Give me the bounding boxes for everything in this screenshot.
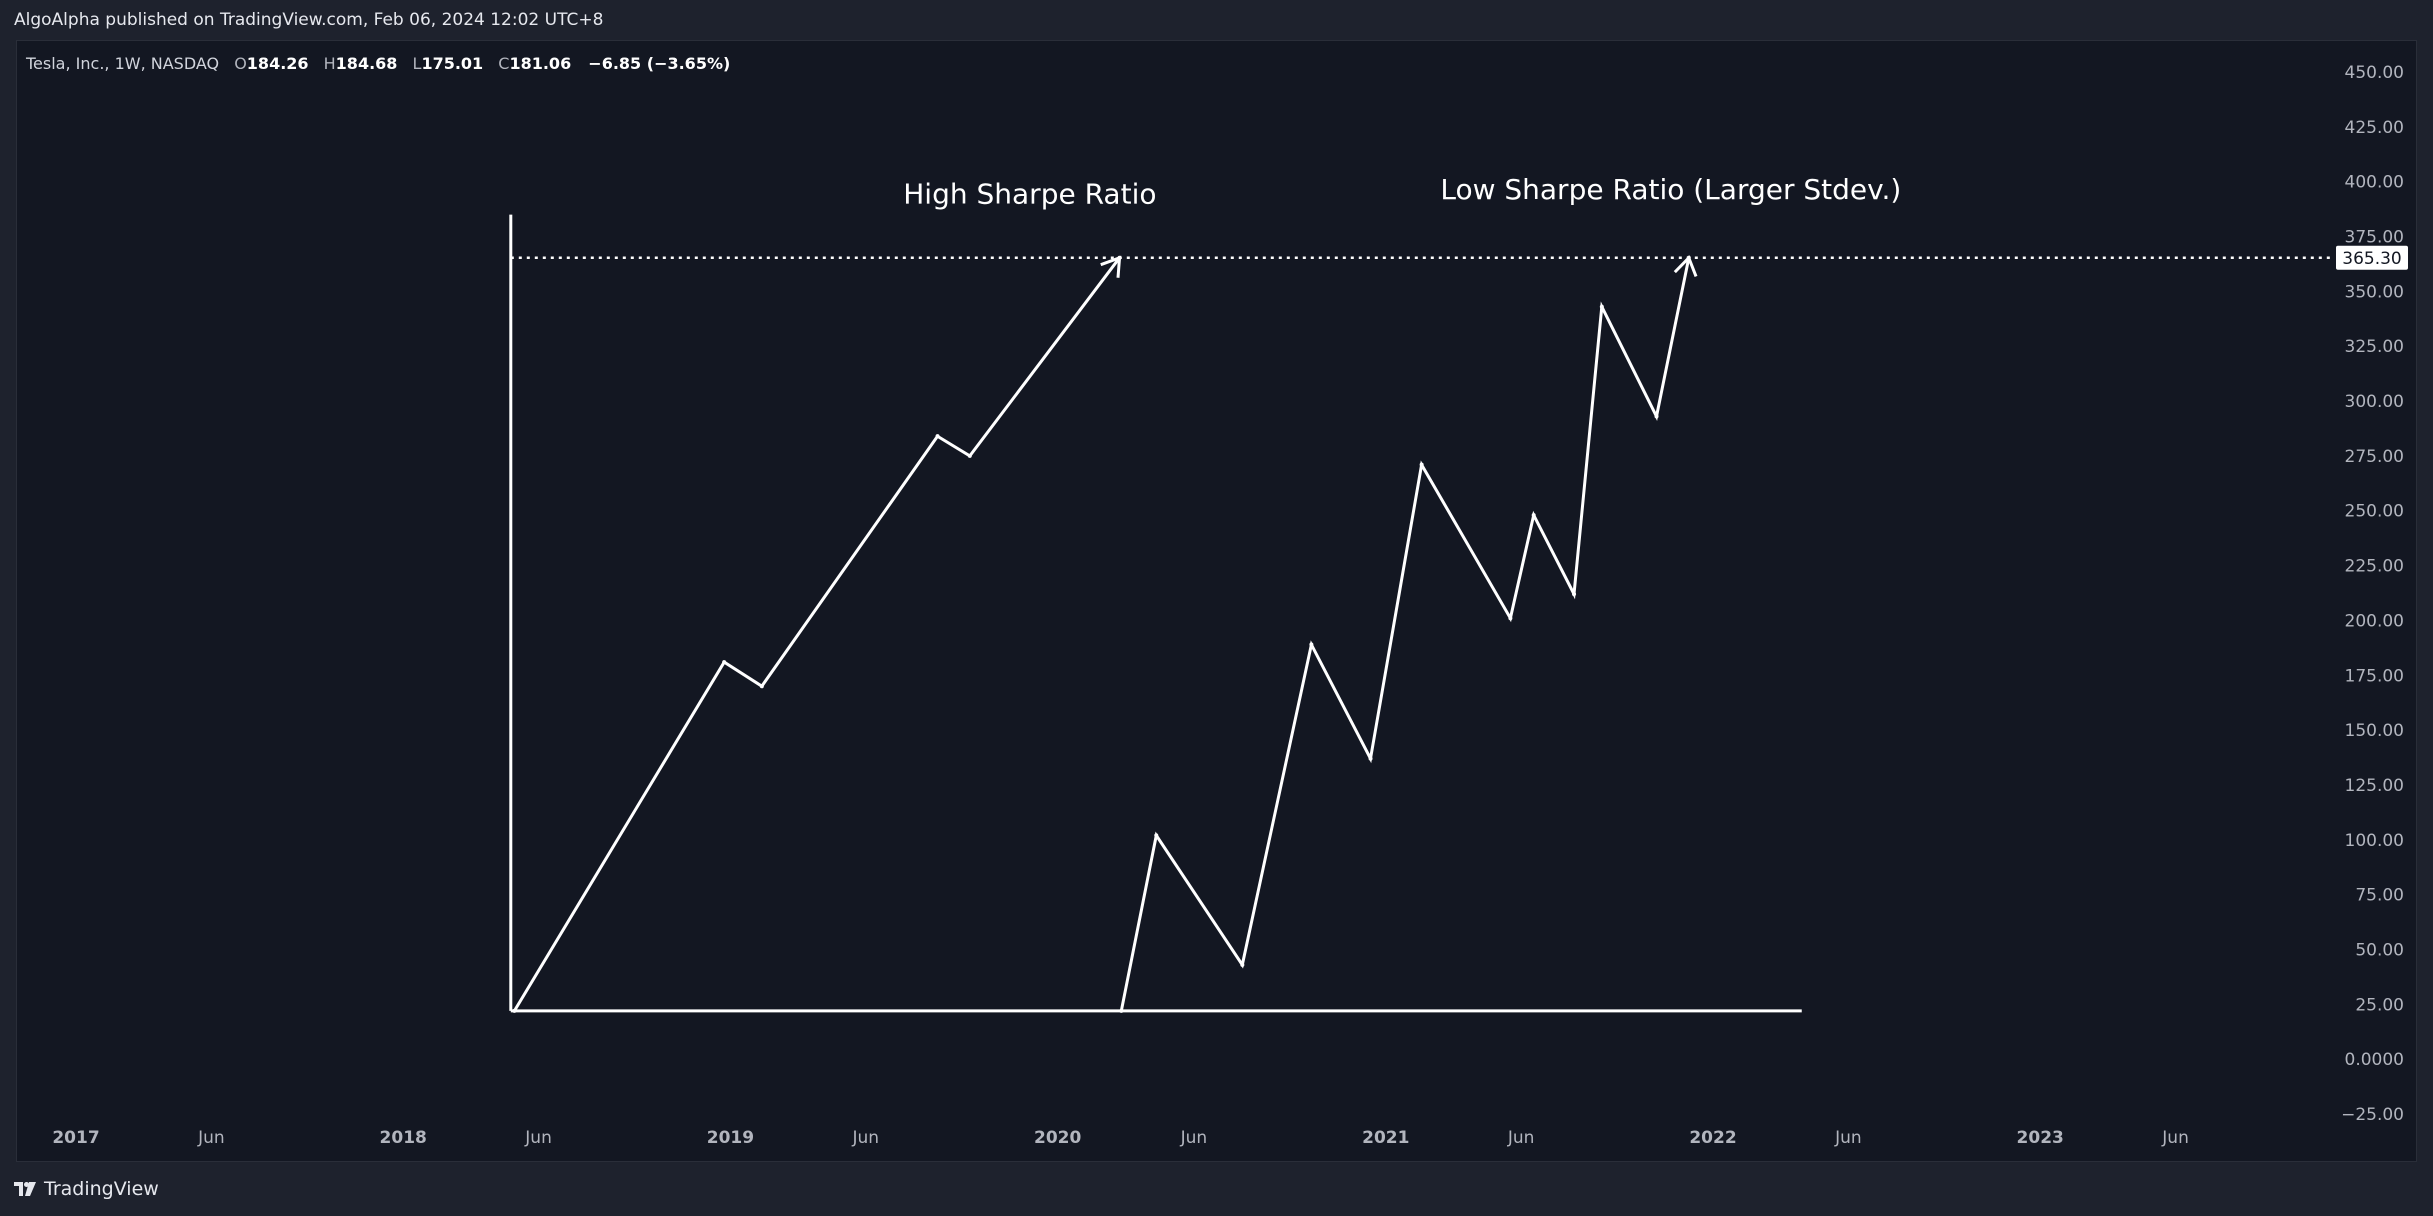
y-tick-label: 100.00 (2345, 831, 2404, 851)
price-axis[interactable]: 450.00 425.00 400.00 375.00 350.00 325.00 300.… (2341, 63, 2404, 1125)
time-axis[interactable]: 2017 Jun 2018 Jun 2019 Jun 2020 Jun 2021 Jun 2022 J… (52, 1128, 2189, 1148)
data-point (1531, 513, 1536, 518)
data-point (1309, 642, 1314, 647)
y-tick-label: 300.00 (2345, 392, 2404, 412)
data-point (1686, 255, 1691, 260)
data-point (1572, 592, 1577, 597)
data-point (1119, 1008, 1124, 1013)
data-point (1654, 414, 1659, 419)
y-tick-label: 125.00 (2345, 776, 2404, 796)
data-point (1508, 616, 1513, 621)
x-tick-label: Jun (197, 1128, 225, 1148)
y-tick-label: 250.00 (2345, 502, 2404, 522)
y-tick-label: 75.00 (2355, 886, 2404, 906)
price-tag: 365.30 (2336, 245, 2408, 270)
data-point (935, 434, 940, 439)
x-tick-label: 2023 (2017, 1128, 2064, 1148)
annotation-label[interactable]: High Sharpe Ratio (903, 178, 1156, 211)
data-point (1117, 255, 1122, 260)
data-point (512, 1008, 517, 1013)
data-point (1368, 756, 1373, 761)
series-line-1[interactable] (513, 256, 1121, 1012)
open-label: O (234, 54, 247, 73)
symbol-legend[interactable]: Tesla, Inc., 1W, NASDAQ O184.26 H184.68 … (26, 54, 730, 73)
x-tick-label: 2022 (1689, 1128, 1736, 1148)
data-point (1240, 962, 1245, 967)
high-value: 184.68 (335, 54, 398, 73)
y-tick-label: 225.00 (2345, 557, 2404, 577)
x-tick-label: 2018 (380, 1128, 427, 1148)
x-tick-label: Jun (524, 1128, 552, 1148)
x-tick-label: Jun (1180, 1128, 1208, 1148)
low-label: L (412, 54, 422, 73)
y-tick-label: 275.00 (2345, 447, 2404, 467)
x-tick-label: Jun (1507, 1128, 1535, 1148)
x-tick-label: 2021 (1362, 1128, 1409, 1148)
y-tick-label: 25.00 (2355, 995, 2404, 1015)
y-tick-label: 350.00 (2345, 282, 2404, 302)
chart-frame[interactable] (16, 40, 2417, 1162)
close-label: C (498, 54, 510, 73)
tradingview-logo-icon[interactable] (14, 1182, 36, 1196)
data-point (967, 453, 972, 458)
x-tick-label: 2020 (1034, 1128, 1081, 1148)
y-tick-label: 200.00 (2345, 611, 2404, 631)
top-bar: AlgoAlpha published on TradingView.com, … (0, 0, 2433, 40)
data-point (759, 684, 764, 689)
x-tick-label: 2019 (707, 1128, 754, 1148)
y-tick-label: 425.00 (2345, 118, 2404, 138)
data-point (722, 660, 727, 665)
high-label: H (323, 54, 336, 73)
data-point (1154, 833, 1159, 838)
footer: TradingView (0, 1162, 2433, 1216)
x-tick-label: Jun (1834, 1128, 1862, 1148)
data-point (1599, 304, 1604, 309)
y-tick-label: 175.00 (2345, 666, 2404, 686)
x-tick-label: Jun (2161, 1128, 2189, 1148)
change-value: −6.85 (−3.65%) (588, 54, 731, 73)
x-tick-label: 2017 (52, 1128, 99, 1148)
price-tag-box (2336, 245, 2408, 270)
y-tick-label: 400.00 (2345, 173, 2404, 193)
y-tick-label: 150.00 (2345, 721, 2404, 741)
footer-brand[interactable]: TradingView (44, 1178, 159, 1200)
x-tick-label: Jun (852, 1128, 880, 1148)
y-tick-label: 450.00 (2345, 63, 2404, 83)
low-value: 175.01 (421, 54, 484, 73)
price-tag-label: 365.30 (2342, 249, 2401, 269)
y-tick-label: 0.0000 (2345, 1050, 2404, 1070)
y-tick-label: −25.00 (2341, 1105, 2404, 1125)
drawings-layer: High Sharpe Ratio Low Sharpe Ratio (Large… (509, 173, 2330, 1013)
close-value: 181.06 (509, 54, 572, 73)
data-point (1419, 462, 1424, 467)
annotation-label[interactable]: Low Sharpe Ratio (Larger Stdev.) (1440, 173, 1901, 206)
series-line-2[interactable] (1119, 257, 1691, 1012)
y-tick-label: 325.00 (2345, 337, 2404, 357)
symbol-name[interactable]: Tesla, Inc., 1W, NASDAQ (26, 54, 220, 73)
y-tick-label: 50.00 (2355, 940, 2404, 960)
published-line: AlgoAlpha published on TradingView.com, … (14, 10, 604, 30)
y-tick-label: 375.00 (2345, 228, 2404, 248)
open-value: 184.26 (246, 54, 309, 73)
